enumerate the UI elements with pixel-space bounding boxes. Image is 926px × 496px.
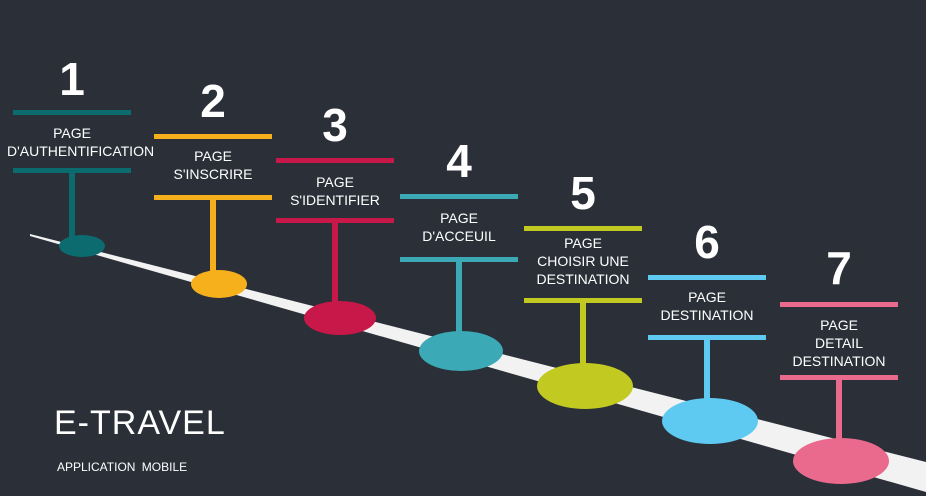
step-4-label: PAGE D'ACCEUIL	[394, 209, 524, 245]
step-5-number: 5	[570, 167, 596, 219]
step-7-stem	[836, 375, 842, 459]
step-7-label-line: PAGE	[820, 317, 858, 333]
step-3-label-line: S'IDENTIFIER	[290, 192, 380, 208]
step-6-label-line: PAGE	[688, 289, 726, 305]
step-1	[13, 110, 131, 257]
step-2-bottom-bar	[154, 195, 272, 200]
step-5-label: PAGE CHOISIR UNE DESTINATION	[518, 234, 648, 288]
step-5-top-bar	[524, 226, 642, 231]
step-7-label-line: DETAIL	[815, 335, 863, 351]
step-6-label: PAGE DESTINATION	[642, 288, 772, 324]
step-4-number: 4	[446, 135, 472, 187]
step-2-stem	[210, 195, 216, 282]
step-1-stem	[69, 168, 75, 244]
step-7-label-line: DESTINATION	[792, 353, 886, 369]
step-3-bottom-bar	[276, 218, 394, 223]
step-1-number: 1	[59, 53, 85, 105]
step-6	[648, 275, 766, 444]
step-6-stem	[704, 335, 710, 419]
step-4-base	[419, 331, 503, 371]
step-4-label-line: D'ACCEUIL	[422, 228, 496, 244]
step-6-top-bar	[648, 275, 766, 280]
step-7-base	[793, 438, 889, 484]
step-2-top-bar	[154, 134, 272, 139]
step-1-base	[59, 235, 105, 257]
step-5-bottom-bar	[524, 298, 642, 303]
step-3-base	[304, 301, 376, 335]
step-3-label: PAGE S'IDENTIFIER	[270, 173, 400, 209]
step-1-label-line: PAGE	[53, 125, 91, 141]
step-3-stem	[332, 218, 338, 316]
step-3-top-bar	[276, 158, 394, 163]
step-5-stem	[580, 298, 586, 384]
step-6-base	[662, 398, 758, 444]
step-4	[400, 194, 518, 371]
step-2	[154, 134, 272, 298]
step-3	[276, 158, 394, 335]
step-6-label-line: DESTINATION	[660, 307, 754, 323]
step-5-label-line: PAGE	[564, 235, 602, 251]
step-2-label-line: PAGE	[194, 148, 232, 164]
step-3-number: 3	[322, 99, 348, 151]
step-7-top-bar	[780, 302, 898, 307]
step-1-top-bar	[13, 110, 131, 115]
step-5	[524, 226, 642, 409]
step-7-bottom-bar	[780, 375, 898, 380]
step-1-label-line: D'AUTHENTIFICATION	[7, 143, 155, 159]
step-4-bottom-bar	[400, 257, 518, 262]
step-4-label-line: PAGE	[440, 210, 478, 226]
step-5-base	[537, 363, 633, 409]
step-5-label-line: CHOISIR UNE	[537, 253, 629, 269]
step-2-label-line: S'INSCRIRE	[173, 166, 253, 182]
step-3-label-line: PAGE	[316, 174, 354, 190]
app-subtitle: APPLICATION MOBILE	[57, 460, 188, 474]
app-title: E-TRAVEL	[54, 404, 226, 442]
step-6-number: 6	[694, 216, 720, 268]
step-4-stem	[456, 257, 462, 349]
step-1-label: PAGE D'AUTHENTIFICATION	[7, 124, 155, 160]
step-5-label-line: DESTINATION	[536, 271, 630, 287]
step-7-number: 7	[826, 242, 852, 294]
step-2-number: 2	[200, 75, 226, 127]
step-4-top-bar	[400, 194, 518, 199]
step-6-bottom-bar	[648, 335, 766, 340]
step-1-bottom-bar	[13, 168, 131, 173]
step-2-base	[191, 270, 247, 298]
step-7-label: PAGE DETAIL DESTINATION	[774, 316, 904, 370]
step-7	[780, 302, 898, 484]
step-2-label: PAGE S'INSCRIRE	[148, 147, 278, 183]
